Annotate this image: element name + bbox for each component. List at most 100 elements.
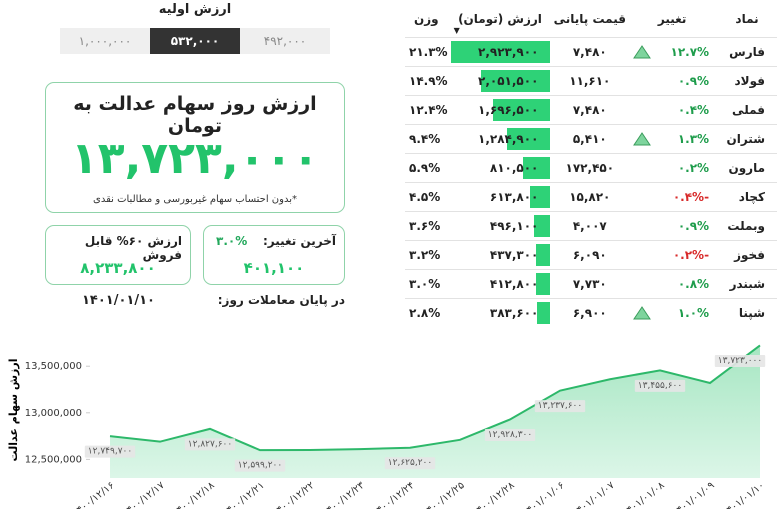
change-wrap: ۰.۹% <box>627 74 717 88</box>
initial-value-option[interactable]: ۵۳۲,۰۰۰ <box>150 28 240 54</box>
value-label: ۱۲,۷۴۹,۷۰۰ <box>88 447 132 457</box>
card-note: *بدون احتساب سهام غیربورسی و مطالبات نقد… <box>93 194 297 205</box>
value-cell: ۱,۶۹۶,۵۰۰ <box>447 95 553 125</box>
value-cell: ۴۹۶,۱۰۰ <box>447 211 553 241</box>
symbol: شپنا <box>717 298 777 327</box>
table-row: فولاد ۰.۹% ۱۱,۶۱۰ ۲,۰۵۱,۵۰۰ ۱۴.۹% <box>405 66 777 96</box>
value-label: ۱۳,۲۳۷,۶۰۰ <box>538 401 582 411</box>
value-label: ۱۲,۹۲۸,۳۰۰ <box>488 430 532 440</box>
column-header[interactable]: تغییر <box>657 11 687 26</box>
chart: ارزش سهام عدالت 12,500,000 13,000,000 13,50… <box>7 344 767 509</box>
value-label-group: ۱۳,۴۵۵,۶۰۰ <box>634 379 686 392</box>
value-label: ۱۲,۸۲۷,۶۰۰ <box>188 439 232 449</box>
table-row: کچاد -۰.۴% ۱۵,۸۲۰ ۶۱۳,۸۰۰ ۴.۵% <box>405 182 777 212</box>
table-row: فملی ۰.۴% ۷,۴۸۰ ۱,۶۹۶,۵۰۰ ۱۲.۴% <box>405 95 777 125</box>
y-tick-label: 13,000,000 <box>25 408 82 419</box>
weight: ۵.۹% <box>405 153 448 183</box>
change: ۱۲.۷% <box>670 45 710 59</box>
table-row: مارون ۰.۲% ۱۷۲,۴۵۰ ۸۱۰,۵۰۰ ۵.۹% <box>405 153 777 183</box>
value-label: ۶۱۳,۸۰۰ <box>489 190 539 204</box>
value-label-group: ۱۲,۸۲۷,۶۰۰ <box>184 438 236 451</box>
sellable-label: ارزش ۶۰% قابل فروش <box>84 234 182 262</box>
initial-value-option[interactable]: ۴۹۲,۰۰۰ <box>240 28 330 54</box>
value-label: ۱۲,۵۹۹,۲۰۰ <box>238 461 282 471</box>
x-tick-label: ۱۴۰۱/۰۱/۰۹ <box>671 480 717 509</box>
initial-value-title: ارزش اولیه <box>158 2 232 17</box>
date: ۱۴۰۱/۰۱/۱۰ <box>82 293 155 308</box>
symbol: فارس <box>717 37 777 67</box>
change-label: آخرین تغییر: <box>262 234 336 248</box>
x-tick-label: ۱۴۰۱/۰۱/۰۶ <box>521 480 567 509</box>
value-label: ۱۳,۴۵۵,۶۰۰ <box>638 381 682 391</box>
value-label: ۳۸۳,۶۰۰ <box>489 306 539 320</box>
value-cell: ۶۱۳,۸۰۰ <box>447 182 553 212</box>
x-tick-label: ۱۴۰۰/۱۲/۲۸ <box>471 480 517 509</box>
x-tick-label: ۱۴۰۱/۰۱/۰۷ <box>571 480 617 509</box>
weight: ۳.۶% <box>405 211 448 241</box>
column-header[interactable]: ارزش (تومان) ▼ <box>453 11 542 36</box>
change-cell: ۱.۰% <box>627 298 718 327</box>
value-bar <box>506 128 551 150</box>
value-bar <box>522 157 551 179</box>
price: ۱۱,۶۱۰ <box>552 66 628 96</box>
change-cell: ۱۲.۷% <box>627 37 718 67</box>
value-label: ۱,۶۹۶,۵۰۰ <box>478 103 539 117</box>
change-wrap: ۰.۹% <box>627 219 717 233</box>
weight: ۳.۲% <box>405 240 448 270</box>
change-cell: ۰.۹% <box>627 211 718 241</box>
table-row: فخوز -۰.۲% ۶,۰۹۰ ۴۳۷,۳۰۰ ۳.۲% <box>405 240 777 270</box>
value-cell: ۱,۲۸۴,۹۰۰ <box>447 124 553 154</box>
x-tick-label: ۱۴۰۰/۱۲/۲۳ <box>321 480 367 509</box>
value-bar <box>529 186 551 208</box>
change: ۰.۲% <box>677 161 710 175</box>
column-header[interactable]: وزن <box>413 11 439 26</box>
change-wrap: ۰.۲% <box>627 161 717 175</box>
change-wrap: -۰.۴% <box>627 190 717 204</box>
x-tick-label: ۱۴۰۰/۱۲/۲۲ <box>271 480 317 509</box>
y-tick-label: 12,500,000 <box>25 454 82 465</box>
weight: ۲.۸% <box>405 298 448 327</box>
y-tick-label: 13,500,000 <box>25 361 82 372</box>
value-label-group: ۱۲,۷۴۹,۷۰۰ <box>84 445 136 458</box>
header-row: نماد تغییر قیمت پایانی ارزش (تومان) ▼ وزن <box>405 0 777 38</box>
column-header[interactable]: قیمت پایانی <box>553 11 626 26</box>
symbol: وبملت <box>717 211 777 241</box>
symbol: شبندر <box>717 269 777 299</box>
symbol: فخوز <box>717 240 777 270</box>
table-row: فارس ۱۲.۷% ۷,۴۸۰ ۲,۹۲۳,۹۰۰ ۲۱.۳% <box>405 37 777 67</box>
card-title: ارزش روز سهام عدالت به تومان <box>73 93 317 137</box>
change-wrap: -۰.۲% <box>627 248 717 262</box>
x-tick-label: ۱۴۰۰/۱۲/۲۴ <box>371 480 417 509</box>
value-label: ۴۳۷,۳۰۰ <box>489 248 539 262</box>
initial-value-option[interactable]: ۱,۰۰۰,۰۰۰ <box>60 28 150 54</box>
value-label-box <box>714 354 766 367</box>
table-row: وبملت ۰.۹% ۴,۰۰۷ ۴۹۶,۱۰۰ ۳.۶% <box>405 211 777 241</box>
date-label: در پایان معاملات روز: <box>217 293 345 307</box>
price: ۵,۴۱۰ <box>552 124 628 154</box>
value-cell: ۳۸۳,۶۰۰ <box>447 298 553 327</box>
value-label-group: ۱۲,۵۹۹,۲۰۰ <box>234 459 286 472</box>
symbol: فولاد <box>717 66 777 96</box>
table-body: فارس ۱۲.۷% ۷,۴۸۰ ۲,۹۲۳,۹۰۰ ۲۱.۳% فولاد ۰.۹% ۱۱,… <box>405 37 777 327</box>
x-tick-label: ۱۴۰۰/۱۲/۱۶ <box>71 480 117 509</box>
change-cell: ۰.۴% <box>627 95 718 125</box>
value-label: ۴۹۶,۱۰۰ <box>489 219 539 233</box>
symbol: کچاد <box>717 182 777 212</box>
value-bar <box>537 302 551 324</box>
value-bar <box>535 244 551 266</box>
up-arrow-icon <box>633 45 652 59</box>
table-row: شبندر ۰.۸% ۷,۷۳۰ ۴۱۲,۸۰۰ ۳.۰% <box>405 269 777 299</box>
x-tick-label: ۱۴۰۰/۱۲/۱۷ <box>121 480 167 509</box>
value-label-box <box>184 438 236 451</box>
change: ۰.۸% <box>677 277 710 291</box>
sellable-value: ۸,۲۳۳,۸۰۰ <box>80 259 156 277</box>
column-header[interactable]: نماد <box>735 11 759 26</box>
sellable-card: ارزش ۶۰% قابل فروش ۸,۲۳۳,۸۰۰ <box>45 225 191 285</box>
weight: ۲۱.۳% <box>405 37 448 67</box>
up-arrow-icon <box>633 306 652 320</box>
price: ۷,۴۸۰ <box>552 95 628 125</box>
value-bar <box>533 215 551 237</box>
value-label: ۴۱۲,۸۰۰ <box>489 277 539 291</box>
value-bar <box>480 70 551 92</box>
change-wrap: ۱.۳% <box>627 132 717 146</box>
